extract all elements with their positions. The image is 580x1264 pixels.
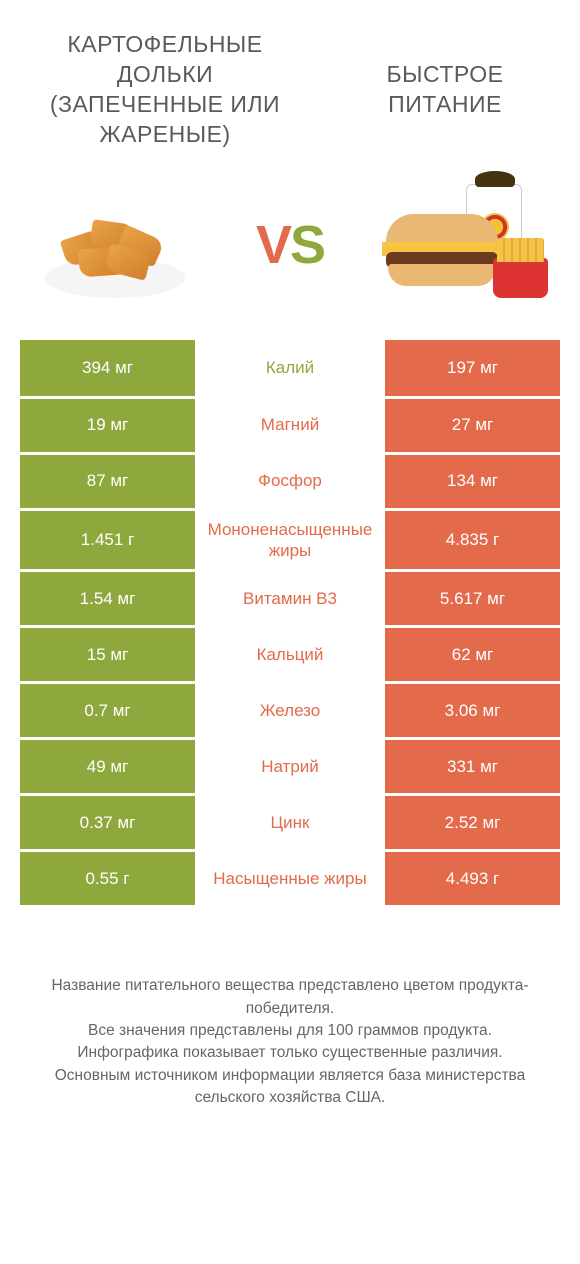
vs-label: VS xyxy=(256,214,324,276)
left-value-cell: 19 мг xyxy=(20,399,195,452)
table-row: 0.55 гНасыщенные жиры4.493 г xyxy=(20,849,560,905)
left-value-cell: 0.55 г xyxy=(20,852,195,905)
right-value-cell: 3.06 мг xyxy=(385,684,560,737)
nutrient-label: Калий xyxy=(195,340,385,396)
footer-line: Все значения представлены для 100 граммо… xyxy=(20,1020,560,1042)
right-value-cell: 4.493 г xyxy=(385,852,560,905)
left-product-title: КАРТОФЕЛЬНЫЕ ДОЛЬКИ (ЗАПЕЧЕННЫЕ ИЛИ ЖАРЕ… xyxy=(40,30,290,150)
footer-line: Основным источником информации является … xyxy=(20,1065,560,1110)
right-product-title: БЫСТРОЕ ПИТАНИЕ xyxy=(350,60,540,120)
left-value-cell: 1.54 мг xyxy=(20,572,195,625)
footer-line: Название питательного вещества представл… xyxy=(20,975,560,1020)
vs-v: V xyxy=(256,215,290,275)
table-row: 49 мгНатрий331 мг xyxy=(20,737,560,793)
left-value-cell: 1.451 г xyxy=(20,511,195,570)
nutrient-label: Железо xyxy=(195,684,385,737)
left-value-cell: 49 мг xyxy=(20,740,195,793)
right-value-cell: 197 мг xyxy=(385,340,560,396)
nutrient-label: Магний xyxy=(195,399,385,452)
right-value-cell: 27 мг xyxy=(385,399,560,452)
right-product-image xyxy=(380,180,550,310)
footer-line: Инфографика показывает только существенн… xyxy=(20,1042,560,1064)
right-value-cell: 331 мг xyxy=(385,740,560,793)
table-row: 87 мгФосфор134 мг xyxy=(20,452,560,508)
right-value-cell: 62 мг xyxy=(385,628,560,681)
right-value-cell: 5.617 мг xyxy=(385,572,560,625)
left-product-image xyxy=(30,180,200,310)
vs-s: S xyxy=(290,215,324,275)
table-row: 15 мгКальций62 мг xyxy=(20,625,560,681)
left-value-cell: 0.7 мг xyxy=(20,684,195,737)
right-value-cell: 2.52 мг xyxy=(385,796,560,849)
nutrient-label: Мононенасыщенные жиры xyxy=(195,511,385,570)
nutrient-label: Насыщенные жиры xyxy=(195,852,385,905)
nutrient-label: Натрий xyxy=(195,740,385,793)
images-row: VS xyxy=(0,160,580,340)
nutrient-label: Фосфор xyxy=(195,455,385,508)
table-row: 0.37 мгЦинк2.52 мг xyxy=(20,793,560,849)
table-row: 19 мгМагний27 мг xyxy=(20,396,560,452)
table-row: 394 мгКалий197 мг xyxy=(20,340,560,396)
header: КАРТОФЕЛЬНЫЕ ДОЛЬКИ (ЗАПЕЧЕННЫЕ ИЛИ ЖАРЕ… xyxy=(0,0,580,160)
right-value-cell: 134 мг xyxy=(385,455,560,508)
left-value-cell: 15 мг xyxy=(20,628,195,681)
nutrient-label: Цинк xyxy=(195,796,385,849)
left-value-cell: 394 мг xyxy=(20,340,195,396)
table-row: 0.7 мгЖелезо3.06 мг xyxy=(20,681,560,737)
table-row: 1.451 гМононенасыщенные жиры4.835 г xyxy=(20,508,560,570)
table-row: 1.54 мгВитамин B35.617 мг xyxy=(20,569,560,625)
footer-notes: Название питательного вещества представл… xyxy=(0,905,580,1110)
left-value-cell: 87 мг xyxy=(20,455,195,508)
right-value-cell: 4.835 г xyxy=(385,511,560,570)
nutrient-label: Витамин B3 xyxy=(195,572,385,625)
comparison-table: 394 мгКалий197 мг19 мгМагний27 мг87 мгФо… xyxy=(20,340,560,906)
left-value-cell: 0.37 мг xyxy=(20,796,195,849)
nutrient-label: Кальций xyxy=(195,628,385,681)
